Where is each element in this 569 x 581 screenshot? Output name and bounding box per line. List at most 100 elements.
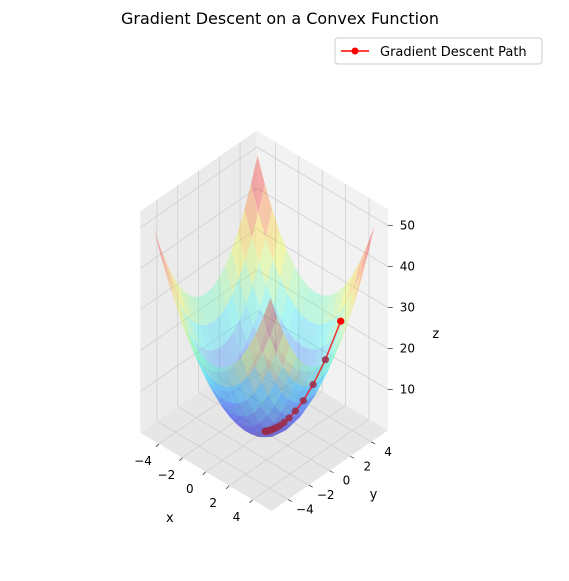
surface-patch xyxy=(259,284,274,326)
y-tick-label: −4 xyxy=(296,503,314,517)
surface-patch xyxy=(346,261,360,304)
y-tick-label: −2 xyxy=(317,488,335,502)
surface-patch xyxy=(194,352,209,381)
surface-patch xyxy=(242,397,256,417)
surface-patch xyxy=(221,391,236,407)
surface-patch xyxy=(314,368,329,394)
surface-patch xyxy=(281,399,295,416)
surface-patch xyxy=(260,325,275,361)
surface-patch xyxy=(277,403,291,419)
surface-patch xyxy=(212,316,227,348)
surface-patch xyxy=(261,369,276,396)
surface-patch xyxy=(262,336,277,370)
x-tick-mark xyxy=(202,471,207,476)
surface-patch xyxy=(319,350,334,380)
surface-patch xyxy=(282,346,297,376)
surface-patch xyxy=(224,408,238,424)
surface-patch xyxy=(230,417,245,431)
surface-patch xyxy=(167,275,182,317)
surface-patch xyxy=(265,432,280,437)
surface-patch xyxy=(279,423,294,434)
surface-patch xyxy=(181,322,196,358)
surface-patch xyxy=(229,415,244,429)
surface-patch xyxy=(317,320,332,350)
surface-patch xyxy=(272,231,287,279)
surface-patch xyxy=(200,346,215,373)
surface-patch xyxy=(354,254,368,299)
surface-patch xyxy=(251,155,265,213)
surface-patch xyxy=(273,412,288,426)
surface-patch xyxy=(194,340,208,369)
surface-patch xyxy=(338,274,353,314)
surface-patch xyxy=(228,388,243,407)
surface-patch xyxy=(300,394,315,414)
surface-patch xyxy=(258,436,273,438)
chart-title: Gradient Descent on a Convex Function xyxy=(121,9,439,28)
surface-patch xyxy=(206,322,221,351)
surface-patch xyxy=(247,360,262,389)
surface-patch xyxy=(225,400,239,417)
surface-patch xyxy=(294,277,309,316)
surface-patch xyxy=(240,341,255,373)
surface-patch xyxy=(232,403,247,417)
surface-patch xyxy=(255,317,270,354)
surface-patch xyxy=(353,245,368,291)
surface-patch xyxy=(283,387,298,407)
surface-patch xyxy=(250,425,264,435)
surface-patch xyxy=(238,423,252,434)
surface-patch xyxy=(255,376,269,401)
surface-patch xyxy=(245,237,260,286)
surface-patch xyxy=(245,426,260,434)
surface-patch xyxy=(258,183,273,238)
surface-patch xyxy=(220,341,234,370)
descent-path-point xyxy=(285,414,293,422)
surface-patch xyxy=(239,304,254,342)
surface-patch xyxy=(297,371,312,391)
surface-patch xyxy=(278,424,293,434)
surface-patch xyxy=(302,366,316,387)
surface-patch xyxy=(285,417,300,431)
z-tick-label: 40 xyxy=(400,259,415,273)
surface-patch xyxy=(276,333,290,367)
surface-patch xyxy=(309,293,324,325)
axis-labels: x y z xyxy=(166,327,439,526)
grid-line-z-left xyxy=(139,187,257,269)
surface-patch xyxy=(285,414,299,428)
surface-patch xyxy=(203,369,218,395)
surface-patch xyxy=(331,284,346,321)
surface-patch xyxy=(214,372,229,392)
surface-patch xyxy=(207,368,222,391)
surface-patch xyxy=(203,373,217,399)
surface-patch xyxy=(303,321,317,350)
surface-patch xyxy=(181,316,195,352)
surface-patch xyxy=(320,355,335,385)
surface-patch xyxy=(174,300,189,339)
surface-patch xyxy=(255,353,269,383)
legend: Gradient Descent Path xyxy=(334,37,543,65)
surface-patch xyxy=(222,403,237,419)
legend-label: Gradient Descent Path xyxy=(380,45,527,60)
surface-patch xyxy=(267,303,282,342)
surface-patch xyxy=(290,369,304,391)
surface-patch xyxy=(268,353,283,383)
surface-patch xyxy=(246,412,260,427)
surface-patch xyxy=(186,314,201,347)
surface-patch xyxy=(227,363,242,389)
surface-patch xyxy=(204,359,219,385)
surface-patch xyxy=(225,294,240,333)
surface-patch xyxy=(199,325,214,351)
descent-path-point xyxy=(291,407,299,415)
z-tick-label: 20 xyxy=(400,341,415,355)
grid-line-z-left xyxy=(139,310,257,392)
surface-patch xyxy=(268,372,283,398)
surface-patch xyxy=(233,319,247,355)
y-tick-mark xyxy=(287,499,293,502)
surface-patch xyxy=(275,353,290,382)
surface-patch xyxy=(240,376,255,400)
descent-path-point xyxy=(337,317,345,325)
grid-line-z-left xyxy=(139,269,257,351)
surface-patch xyxy=(231,414,246,427)
descent-path-point xyxy=(299,397,307,405)
surface-patch xyxy=(360,225,375,274)
surface-patch xyxy=(286,413,301,427)
